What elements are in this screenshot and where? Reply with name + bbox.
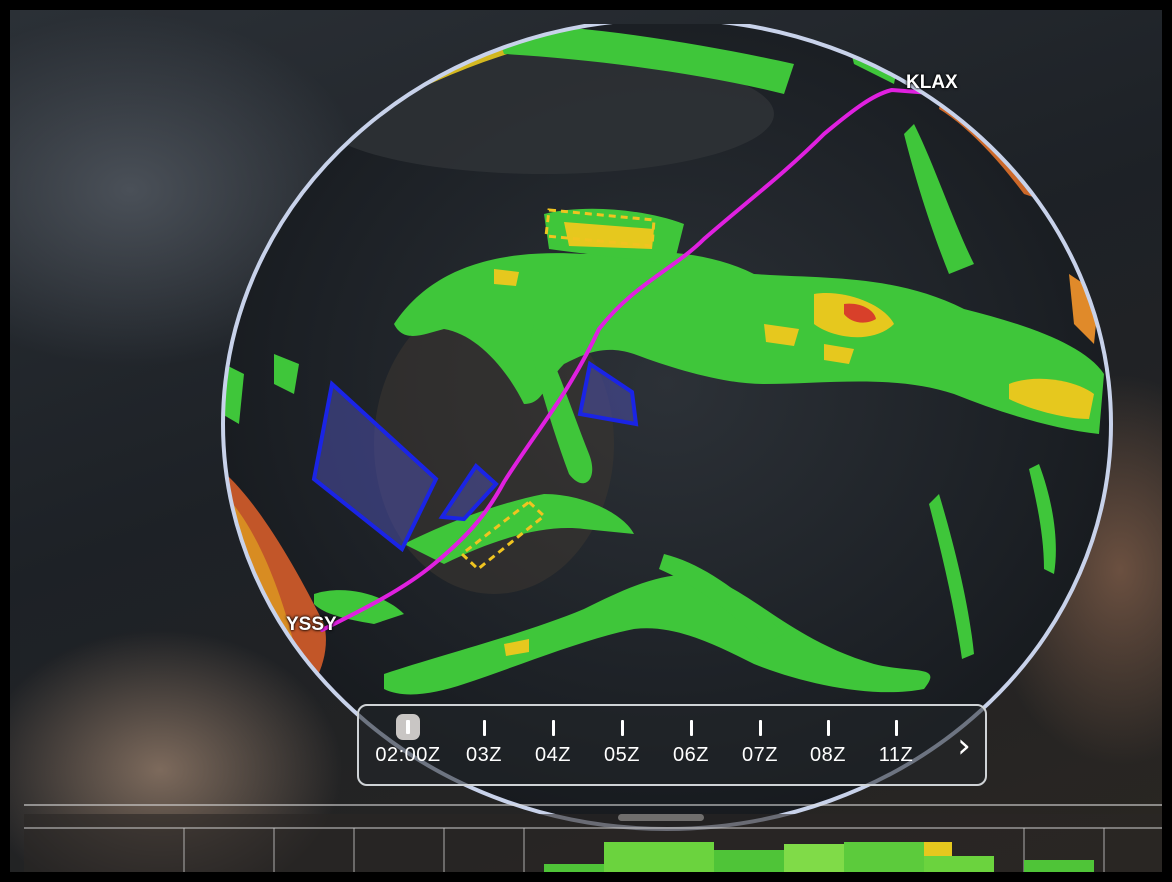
origin-airport-label[interactable]: YSSY	[286, 614, 337, 635]
panel-precip-cell	[924, 842, 952, 856]
tick-mark-icon	[894, 720, 898, 736]
bottom-weather-panel[interactable]	[24, 814, 1168, 880]
time-tick[interactable]: 03Z	[449, 720, 519, 767]
destination-airport-label[interactable]: KLAX	[906, 72, 958, 93]
airmet-dashed-box-icon[interactable]	[544, 208, 656, 248]
precip-moderate-area	[504, 639, 529, 656]
precip-moderate-area	[564, 222, 654, 249]
precip-light-area	[1029, 464, 1056, 574]
tick-mark-icon	[826, 720, 830, 736]
precip-moderate-area	[1009, 378, 1094, 419]
tick-mark-icon	[482, 720, 486, 736]
panel-precip-cell	[714, 850, 784, 872]
time-tick-label: 04Z	[535, 744, 571, 766]
time-tick[interactable]: 08Z	[793, 720, 863, 767]
flight-route-line[interactable]	[320, 87, 946, 632]
sigmet-polygon-icon[interactable]	[438, 462, 499, 522]
time-tick-label: 06Z	[673, 744, 709, 766]
precip-moderate-area	[764, 324, 799, 346]
precip-light-area	[529, 324, 593, 484]
panel-precip-cell	[544, 864, 604, 872]
time-tick[interactable]: 11Z	[861, 720, 931, 767]
weather-globe[interactable]	[24, 24, 1168, 880]
time-tick-label: 08Z	[810, 744, 846, 766]
chevron-right-icon[interactable]: ›	[957, 726, 971, 766]
weather-map-screen: KLAX YSSY 02:00Z 03Z 04Z 05Z 06Z	[24, 24, 1168, 880]
time-tick[interactable]: 05Z	[587, 720, 657, 767]
time-tick-label: 02:00Z	[375, 744, 441, 766]
time-tick-label: 05Z	[604, 744, 640, 766]
precip-light-area	[659, 554, 784, 644]
time-tick-selected[interactable]: 02:00Z	[373, 714, 443, 767]
globe-surface	[223, 24, 1111, 829]
time-tick-label: 07Z	[742, 744, 778, 766]
airmet-dashed-box-icon[interactable]	[459, 500, 547, 571]
sigmet-polygon-icon[interactable]	[311, 380, 439, 553]
time-tick[interactable]: 04Z	[518, 720, 588, 767]
precip-moderate-area	[824, 344, 854, 364]
tick-mark-icon	[620, 720, 624, 736]
panel-precip-cell	[604, 842, 714, 872]
time-tick[interactable]: 07Z	[725, 720, 795, 767]
panel-precip-cell	[924, 856, 994, 872]
precip-light-area	[384, 574, 931, 695]
precip-moderate-area	[494, 269, 519, 286]
sigmet-polygon-icon[interactable]	[577, 360, 639, 427]
tick-mark-icon	[689, 720, 693, 736]
tick-mark-icon	[551, 720, 555, 736]
slider-thumb-icon[interactable]	[396, 714, 420, 740]
panel-precip-cell	[784, 844, 844, 872]
precip-light-area	[904, 124, 974, 274]
time-slider[interactable]: 02:00Z 03Z 04Z 05Z 06Z 07Z	[357, 704, 987, 786]
panel-gridline	[24, 804, 1162, 806]
precip-light-area	[929, 494, 974, 659]
time-tick-label: 03Z	[466, 744, 502, 766]
time-tick[interactable]: 06Z	[656, 720, 726, 767]
tick-mark-icon	[758, 720, 762, 736]
precip-heavy-area	[844, 303, 876, 323]
panel-precip-cell	[844, 842, 924, 872]
precip-light-area	[274, 354, 299, 394]
precip-light-area	[494, 24, 794, 94]
precip-light-area	[394, 251, 1104, 434]
time-tick-label: 11Z	[878, 744, 914, 766]
precip-light-area	[404, 494, 634, 564]
precip-light-area	[314, 590, 404, 624]
panel-precip-cell	[1024, 860, 1094, 872]
